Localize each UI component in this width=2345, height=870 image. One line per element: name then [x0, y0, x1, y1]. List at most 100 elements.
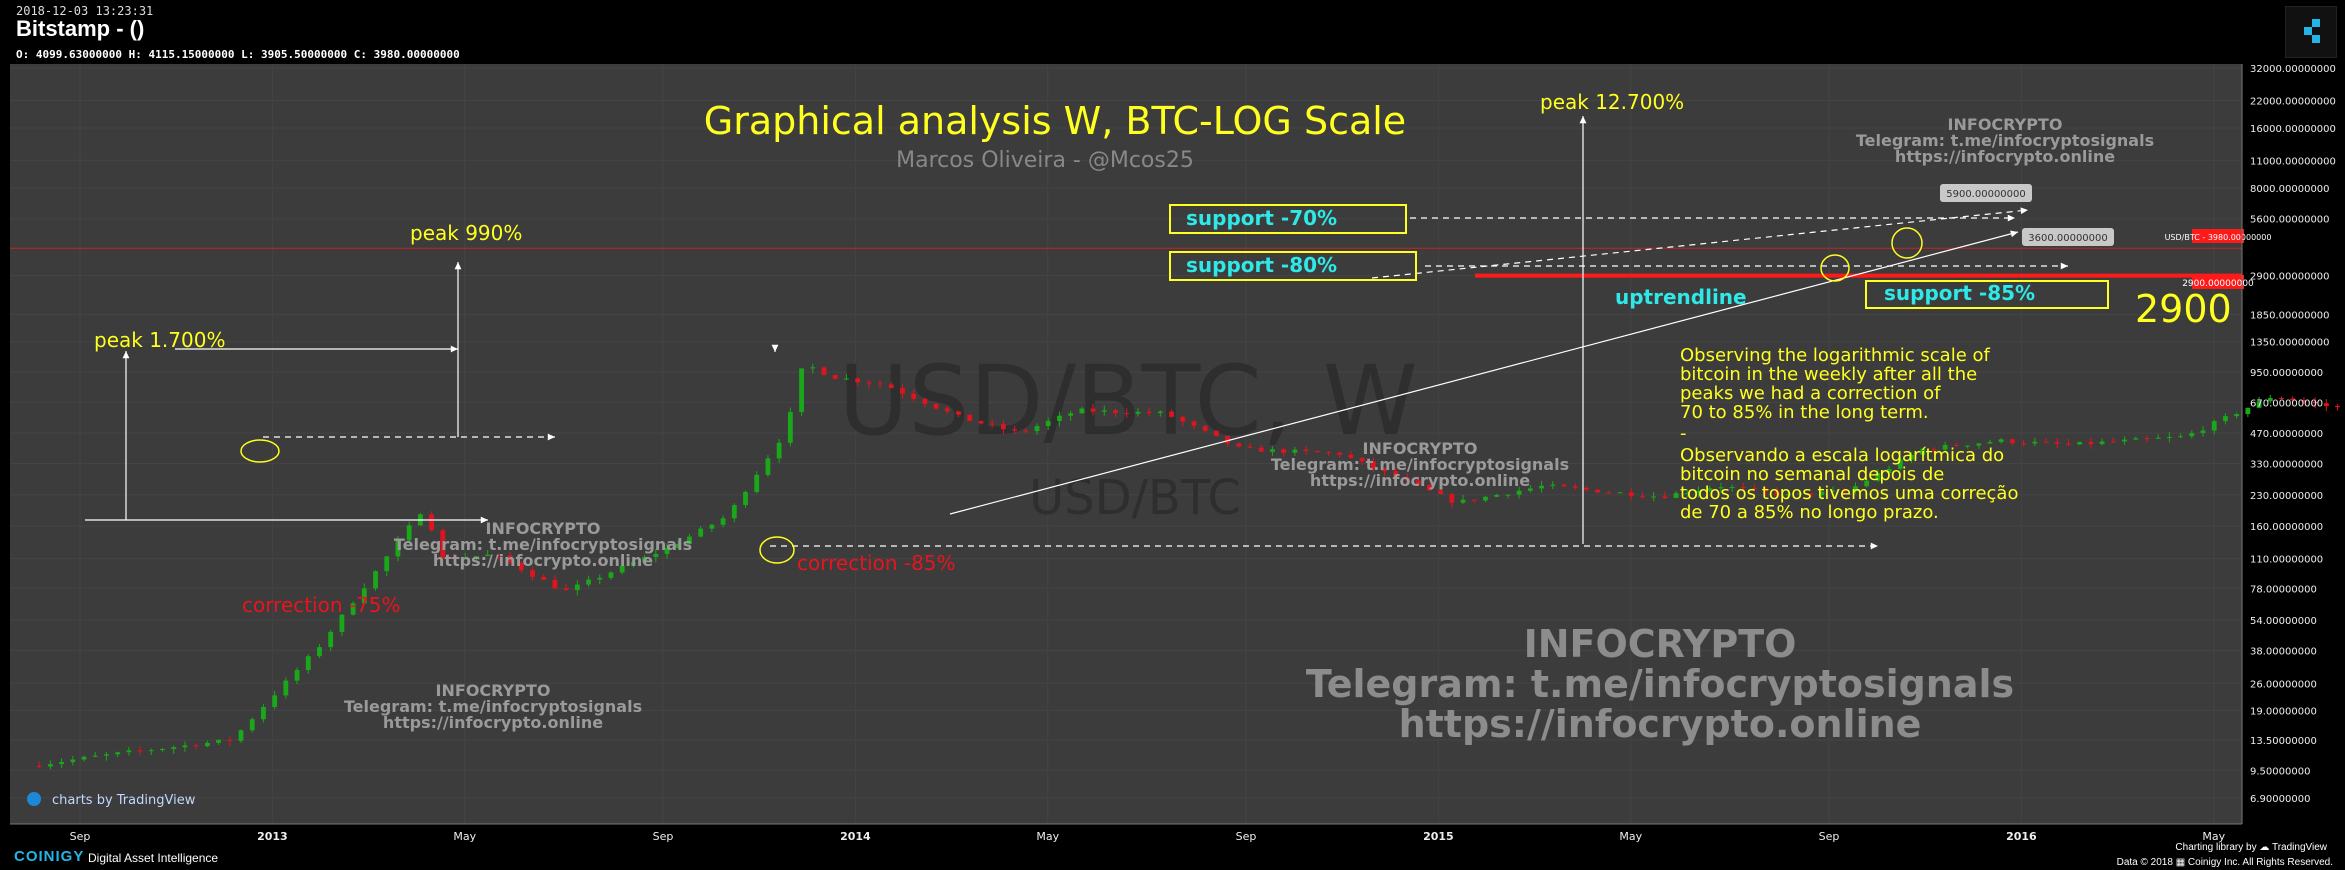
candle-body	[1438, 490, 1444, 495]
y-tick-label: 22000.00000000	[2250, 96, 2336, 107]
y-tick-label: 11000.00000000	[2250, 156, 2336, 167]
annotation-texts: Graphical analysis W, BTC-LOG Scale Marco…	[27, 90, 2271, 808]
candle-body	[283, 680, 289, 696]
level-tag	[2192, 275, 2244, 289]
candle-body	[933, 403, 939, 409]
correction2-circle	[759, 536, 795, 564]
candle-body	[2166, 436, 2172, 438]
note-en-line: bitcoin in the weekly after all the	[1680, 364, 1977, 385]
y-tick-label: 26.00000000	[2250, 679, 2317, 690]
candlestick-series	[36, 363, 2340, 770]
candle-body	[1180, 416, 1186, 422]
ohlc-readout: O: 4099.63000000 H: 4115.15000000 L: 390…	[16, 48, 460, 61]
watermark-sub: USD/BTC	[1029, 470, 1241, 526]
note-pt-line: bitcoin no semanal depois de	[1680, 464, 1944, 485]
small-wm-title: INFOCRYPTO	[436, 681, 551, 700]
candle-body	[496, 554, 502, 556]
candle-body	[261, 706, 266, 720]
candle-body	[193, 745, 199, 747]
candle-body	[1113, 410, 1118, 413]
credit-tradingview[interactable]: TradingView	[2271, 842, 2327, 853]
chart-main-title: Graphical analysis W, BTC-LOG Scale	[704, 99, 1406, 143]
watermark-main: USD/BTC, W	[838, 345, 1417, 457]
candle-body	[182, 745, 188, 748]
callout1-label: 5900.00000000	[1946, 189, 2026, 200]
correction2-stub-head	[771, 344, 779, 352]
candle-body	[2301, 400, 2307, 402]
y-tick-label: 470.00000000	[2250, 429, 2323, 440]
candle-body	[272, 695, 278, 707]
candle-body	[227, 739, 233, 741]
candle-body	[373, 571, 378, 589]
x-tick-label: 2015	[1423, 830, 1454, 843]
candle-body	[1752, 487, 1757, 489]
peak3-arrow-head	[1579, 116, 1587, 124]
last-price-tag	[2192, 229, 2244, 243]
peak1-label: peak 1.700%	[94, 328, 225, 352]
candle-body	[2279, 397, 2284, 399]
credit-data: Data © 2018 ▦ Coinigy Inc. All Rights Re…	[2117, 857, 2333, 868]
candle-body	[1034, 426, 1040, 432]
candle-body	[1000, 424, 1006, 430]
candle-body	[821, 367, 827, 375]
candle-body	[1998, 439, 2004, 443]
candle-body	[731, 505, 737, 519]
axes: 32000.00000000 22000.00000000 16000.000000…	[10, 64, 2336, 843]
candle-body	[507, 555, 513, 563]
candle-body	[126, 750, 132, 753]
candle-body	[429, 514, 434, 531]
y-tick-label: 330.00000000	[2250, 460, 2323, 471]
candle-body	[664, 547, 670, 554]
y-tick-label: 230.00000000	[2250, 491, 2323, 502]
candle-body	[384, 556, 390, 572]
candle-body	[1740, 486, 1746, 488]
x-tick-label: May	[2202, 830, 2225, 843]
candle-body	[59, 762, 65, 765]
small-wm-title: INFOCRYPTO	[1948, 115, 2063, 134]
candle-body	[2054, 441, 2060, 444]
candle-body	[967, 414, 973, 421]
candle-body	[1628, 492, 1634, 497]
candle-body	[1920, 448, 1926, 455]
candle-body	[48, 764, 53, 767]
candle-body	[2133, 438, 2139, 440]
candle-body	[2021, 443, 2027, 445]
candle-body	[642, 556, 648, 563]
candle-body	[1931, 448, 1937, 450]
candle-body	[1281, 449, 1287, 453]
candle-body	[989, 423, 995, 425]
candle-body	[81, 756, 87, 760]
small-wm-line1: Telegram: t.me/infocryptosignals	[1271, 455, 1569, 474]
y-tick-label: 16000.00000000	[2250, 124, 2336, 135]
candle-body	[305, 656, 311, 671]
y-tick-label: 9.50000000	[2250, 766, 2310, 777]
candle-body	[70, 759, 76, 763]
candle-body	[462, 557, 468, 559]
candle-body	[1359, 457, 1365, 462]
coinigy-brand[interactable]: COINIGY	[14, 848, 85, 865]
x-tick-label: Sep	[653, 830, 674, 843]
note-pt-line: Observando a escala logarítmica do	[1680, 445, 2004, 466]
header-bar	[0, 0, 2345, 64]
candle-body	[1595, 489, 1600, 493]
y-tick-label: 1350.00000000	[2250, 338, 2330, 349]
chart-area[interactable]: USD/BTC, W USD/BTC Graphical analysis W,…	[0, 64, 2345, 844]
candle-body	[440, 530, 446, 558]
x-tick-label: Sep	[70, 830, 91, 843]
candle-body	[1516, 490, 1522, 495]
candle-body	[1236, 443, 1242, 447]
candle-body	[832, 374, 838, 379]
candle-body	[2066, 443, 2071, 445]
candle-body	[2312, 401, 2318, 404]
coinigy-logo-icon[interactable]	[2285, 6, 2337, 58]
credit-library: Charting library by ☁ TradingView	[2175, 842, 2327, 853]
range-arrow-1-head	[480, 516, 488, 524]
y-tick-label: 8000.00000000	[2250, 184, 2330, 195]
candle-body	[249, 719, 255, 731]
candle-body	[518, 562, 524, 571]
candle-body	[1314, 450, 1320, 453]
x-tick-label: May	[1619, 830, 1642, 843]
candle-body	[92, 755, 98, 757]
candle-body	[2223, 416, 2228, 422]
candle-body	[2077, 441, 2083, 445]
